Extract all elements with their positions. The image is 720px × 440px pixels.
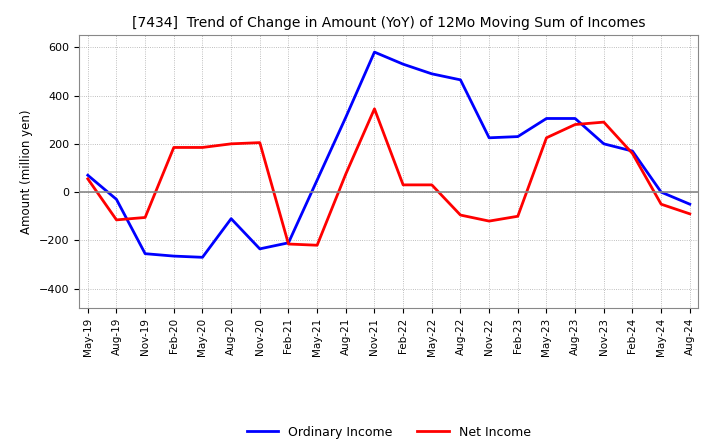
Ordinary Income bbox=[657, 190, 665, 195]
Ordinary Income bbox=[542, 116, 551, 121]
Ordinary Income bbox=[399, 62, 408, 67]
Net Income bbox=[112, 217, 121, 223]
Ordinary Income bbox=[600, 141, 608, 147]
Net Income bbox=[312, 242, 321, 248]
Net Income bbox=[571, 122, 580, 127]
Ordinary Income bbox=[112, 197, 121, 202]
Net Income bbox=[428, 182, 436, 187]
Net Income bbox=[628, 151, 636, 156]
Ordinary Income bbox=[370, 49, 379, 55]
Ordinary Income bbox=[485, 135, 493, 140]
Net Income bbox=[399, 182, 408, 187]
Net Income bbox=[141, 215, 150, 220]
Ordinary Income bbox=[628, 148, 636, 154]
Net Income bbox=[657, 202, 665, 207]
Ordinary Income bbox=[341, 115, 350, 120]
Net Income bbox=[370, 106, 379, 111]
Net Income bbox=[542, 135, 551, 140]
Ordinary Income bbox=[141, 251, 150, 257]
Ordinary Income bbox=[312, 177, 321, 183]
Ordinary Income bbox=[169, 253, 178, 259]
Ordinary Income bbox=[256, 246, 264, 252]
Ordinary Income bbox=[685, 202, 694, 207]
Ordinary Income bbox=[513, 134, 522, 139]
Net Income bbox=[513, 214, 522, 219]
Ordinary Income bbox=[198, 255, 207, 260]
Ordinary Income bbox=[456, 77, 465, 83]
Net Income bbox=[341, 171, 350, 176]
Legend: Ordinary Income, Net Income: Ordinary Income, Net Income bbox=[242, 421, 536, 440]
Ordinary Income bbox=[571, 116, 580, 121]
Net Income bbox=[169, 145, 178, 150]
Title: [7434]  Trend of Change in Amount (YoY) of 12Mo Moving Sum of Incomes: [7434] Trend of Change in Amount (YoY) o… bbox=[132, 16, 646, 30]
Line: Ordinary Income: Ordinary Income bbox=[88, 52, 690, 257]
Ordinary Income bbox=[227, 216, 235, 221]
Net Income bbox=[485, 218, 493, 224]
Ordinary Income bbox=[284, 240, 293, 246]
Line: Net Income: Net Income bbox=[88, 109, 690, 245]
Net Income bbox=[284, 242, 293, 247]
Net Income bbox=[456, 213, 465, 218]
Ordinary Income bbox=[428, 71, 436, 77]
Net Income bbox=[227, 141, 235, 147]
Y-axis label: Amount (million yen): Amount (million yen) bbox=[20, 110, 33, 234]
Net Income bbox=[600, 120, 608, 125]
Ordinary Income bbox=[84, 172, 92, 178]
Net Income bbox=[84, 176, 92, 181]
Net Income bbox=[256, 140, 264, 145]
Net Income bbox=[685, 211, 694, 216]
Net Income bbox=[198, 145, 207, 150]
